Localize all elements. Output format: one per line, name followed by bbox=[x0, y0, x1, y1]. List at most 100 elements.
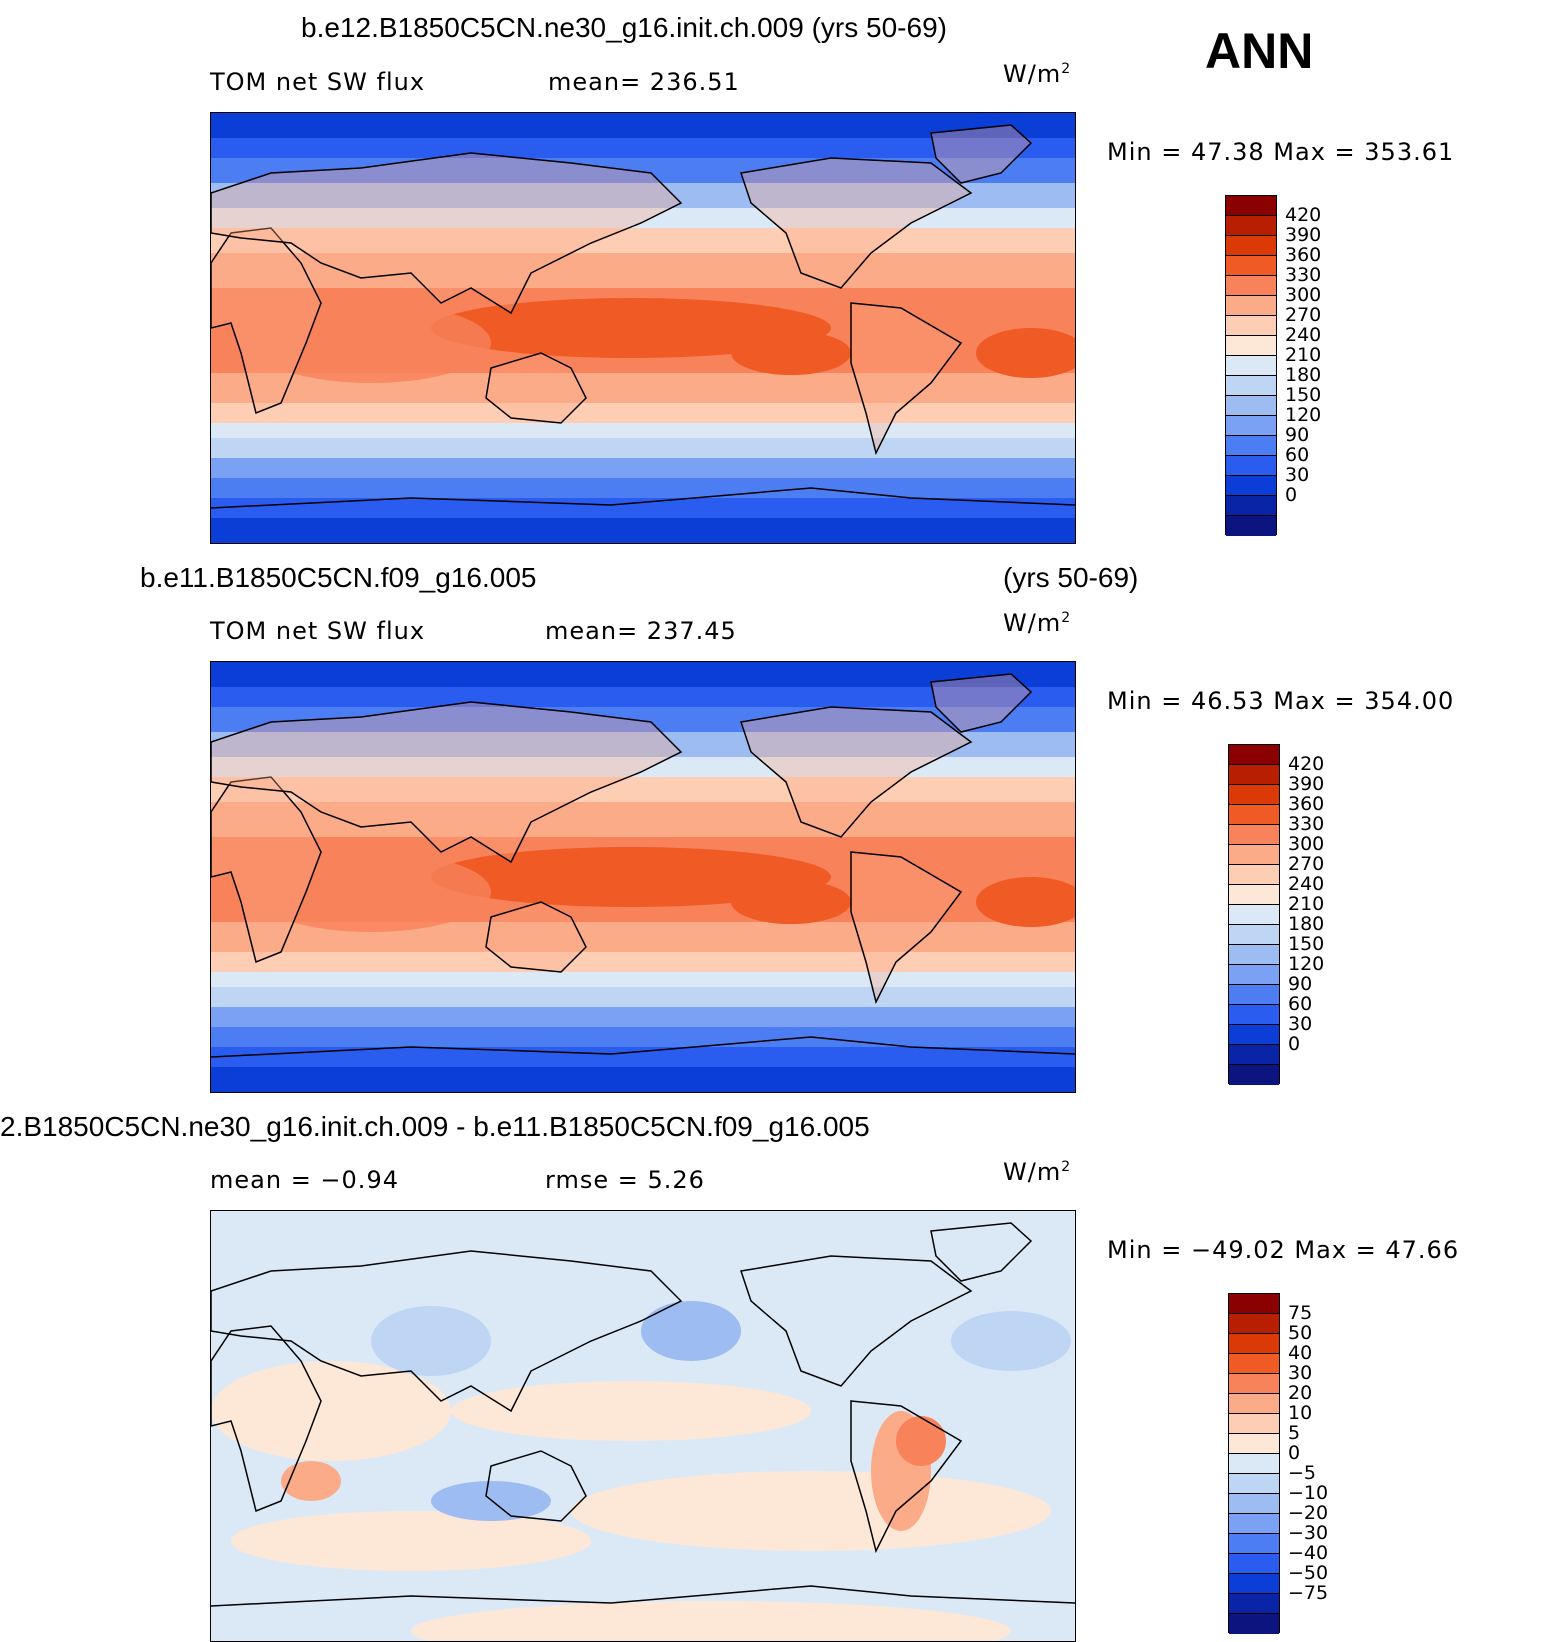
colorbar-swatch bbox=[1226, 456, 1276, 476]
panel2-minmax: Min = 46.53 Max = 354.00 bbox=[1107, 687, 1455, 715]
panel2-map-field bbox=[211, 662, 1075, 1092]
colorbar-swatch bbox=[1229, 985, 1279, 1005]
panel2-mean-label: mean= 237.45 bbox=[545, 617, 737, 645]
colorbar-swatch bbox=[1226, 196, 1276, 216]
colorbar-swatch bbox=[1226, 376, 1276, 396]
colorbar-swatch bbox=[1229, 945, 1279, 965]
contour-band bbox=[281, 1461, 341, 1501]
panel1-map bbox=[210, 112, 1076, 544]
colorbar-swatch bbox=[1229, 965, 1279, 985]
contour-band bbox=[231, 1511, 591, 1571]
coastline bbox=[740, 157, 973, 289]
colorbar-tick-label: 30 bbox=[1288, 1361, 1313, 1384]
colorbar-tick-label: 240 bbox=[1288, 872, 1325, 895]
colorbar-swatch bbox=[1229, 1374, 1279, 1394]
contour-band bbox=[211, 228, 1075, 253]
colorbar-tick-label: 330 bbox=[1285, 263, 1322, 286]
colorbar-tick-label: 180 bbox=[1288, 912, 1325, 935]
colorbar-swatch bbox=[1226, 216, 1276, 236]
colorbar-tick-label: 150 bbox=[1288, 932, 1325, 955]
contour-band bbox=[371, 1306, 491, 1376]
coastline bbox=[740, 706, 973, 838]
contour-band bbox=[211, 498, 1075, 518]
colorbar-tick-label: 30 bbox=[1288, 1012, 1313, 1035]
colorbar-tick-label: 210 bbox=[1285, 343, 1322, 366]
colorbar-swatch bbox=[1229, 1045, 1279, 1065]
colorbar-tick-label: 60 bbox=[1285, 443, 1310, 466]
colorbar-swatch bbox=[1229, 1474, 1279, 1494]
panel2-title-years: (yrs 50-69) bbox=[1003, 562, 1139, 593]
contour-band bbox=[211, 423, 1075, 438]
panel3-minmax: Min = −49.02 Max = 47.66 bbox=[1107, 1236, 1460, 1264]
colorbar-tick-label: 330 bbox=[1288, 812, 1325, 835]
colorbar-tick-label: 40 bbox=[1288, 1341, 1313, 1364]
colorbar-swatch bbox=[1226, 496, 1276, 516]
panel1-units: W/m2 bbox=[1003, 60, 1072, 88]
contour-band bbox=[211, 687, 1075, 707]
colorbar-swatch bbox=[1229, 745, 1279, 765]
coastline bbox=[211, 1036, 1075, 1058]
colorbar-tick-label: 50 bbox=[1288, 1321, 1313, 1344]
panel2-colorbar-ticks: 420 390 360 330 300 270 240 210 180 150 120 90 60 30 0 bbox=[1288, 744, 1358, 1084]
colorbar-swatch bbox=[1226, 276, 1276, 296]
contour-band bbox=[451, 1381, 811, 1441]
contour-band bbox=[211, 403, 1075, 423]
panel1-map-field bbox=[211, 113, 1075, 543]
season-label: ANN bbox=[1205, 23, 1314, 79]
contour-band bbox=[641, 1301, 741, 1361]
colorbar-swatch bbox=[1226, 236, 1276, 256]
contour-band bbox=[571, 1471, 1051, 1551]
colorbar-swatch bbox=[1229, 1065, 1279, 1085]
coastline bbox=[211, 152, 683, 315]
colorbar-swatch bbox=[1229, 825, 1279, 845]
panel3-units: W/m2 bbox=[1003, 1158, 1072, 1186]
coastline bbox=[850, 1400, 963, 1554]
coastline bbox=[211, 487, 1075, 509]
panel3-map bbox=[210, 1210, 1076, 1642]
colorbar-tick-label: 0 bbox=[1288, 1441, 1301, 1464]
contour-band bbox=[211, 987, 1075, 1007]
panel3-rmse-label: rmse = 5.26 bbox=[545, 1166, 705, 1194]
coastline bbox=[211, 1585, 1075, 1607]
colorbar-swatch bbox=[1226, 336, 1276, 356]
coastline bbox=[930, 124, 1033, 184]
colorbar-swatch bbox=[1229, 1354, 1279, 1374]
colorbar-swatch bbox=[1229, 1314, 1279, 1334]
contour-band bbox=[976, 877, 1075, 927]
colorbar-tick-label: −5 bbox=[1288, 1461, 1317, 1484]
colorbar-swatch bbox=[1229, 1294, 1279, 1314]
coastline bbox=[850, 302, 963, 456]
coastline bbox=[211, 701, 683, 864]
colorbar-swatch bbox=[1226, 316, 1276, 336]
coastline bbox=[740, 1255, 973, 1387]
colorbar-tick-label: 360 bbox=[1288, 792, 1325, 815]
colorbar-tick-label: 90 bbox=[1288, 972, 1313, 995]
coastline bbox=[211, 1325, 322, 1513]
colorbar-swatch bbox=[1229, 785, 1279, 805]
colorbar-tick-label: 240 bbox=[1285, 323, 1322, 346]
panel1-mean-label: mean= 236.51 bbox=[548, 68, 740, 96]
coastline bbox=[485, 1450, 587, 1522]
colorbar-swatch bbox=[1226, 436, 1276, 456]
colorbar-tick-label: 270 bbox=[1285, 303, 1322, 326]
colorbar-tick-label: 270 bbox=[1288, 852, 1325, 875]
contour-band bbox=[211, 777, 1075, 802]
colorbar-tick-label: 20 bbox=[1288, 1381, 1313, 1404]
coastline bbox=[485, 352, 587, 424]
panel3-colorbar bbox=[1228, 1293, 1280, 1634]
contour-band bbox=[251, 852, 491, 932]
coastline bbox=[850, 851, 963, 1005]
colorbar-swatch bbox=[1226, 356, 1276, 376]
contour-band bbox=[211, 183, 1075, 208]
contour-band bbox=[211, 1027, 1075, 1047]
contour-band bbox=[211, 732, 1075, 757]
panel1-title: b.e12.B1850C5CN.ne30_g16.init.ch.009 (yr… bbox=[301, 12, 947, 43]
colorbar-tick-label: −75 bbox=[1288, 1581, 1329, 1604]
colorbar-tick-label: −20 bbox=[1288, 1501, 1329, 1524]
colorbar-tick-label: 300 bbox=[1285, 283, 1322, 306]
colorbar-tick-label: 10 bbox=[1288, 1401, 1313, 1424]
contour-band bbox=[731, 331, 851, 375]
colorbar-swatch bbox=[1229, 1394, 1279, 1414]
colorbar-tick-label: 420 bbox=[1288, 752, 1325, 775]
contour-band bbox=[211, 458, 1075, 478]
